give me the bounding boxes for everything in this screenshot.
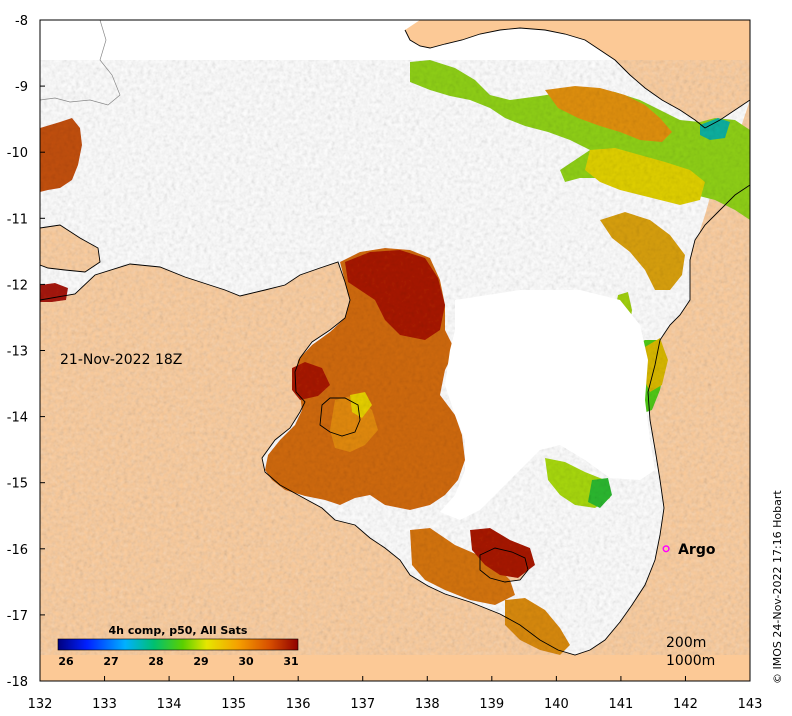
lat-tick-label: -16	[7, 543, 28, 558]
lon-tick-label: 133	[92, 697, 117, 712]
argo-float-icon[interactable]	[662, 545, 670, 553]
sst-patch-yellow-spot	[350, 392, 372, 418]
sst-patch-south-gulf-hot	[470, 528, 535, 578]
lon-tick-label: 136	[286, 697, 311, 712]
lat-tick-label: -12	[7, 278, 28, 293]
sst-patch-east-gulf-green2	[588, 478, 612, 508]
colorbar-ramp	[57, 638, 299, 651]
lon-tick-label: 137	[350, 697, 375, 712]
sst-patch-east-gulf-yellow	[640, 338, 668, 392]
lat-tick-label: -18	[7, 675, 28, 690]
latitude-axis: -8 -9 -10 -11 -12 -13 -14 -15 -16 -17 -18	[7, 14, 45, 690]
cloud-gap-gulf-center	[440, 290, 655, 520]
lon-tick-label: 132	[28, 697, 53, 712]
sst-patch-arafura-yellow	[585, 148, 705, 205]
lon-tick-label: 142	[673, 697, 698, 712]
land-tiwi	[40, 225, 100, 272]
copyright-text: © IMOS 24-Nov-2022 17:16 Hobart	[771, 490, 784, 684]
date-label: 21-Nov-2022 18Z	[60, 352, 182, 368]
sst-patch-gulf-hot-west	[292, 362, 330, 400]
lon-tick-label: 135	[221, 697, 246, 712]
lon-tick-label: 138	[415, 697, 440, 712]
lat-tick-label: -8	[15, 14, 28, 29]
sst-patch-arafura-cyan	[700, 118, 730, 140]
sst-patch-south-gulf	[410, 528, 515, 605]
contour-legend-200m: 200m	[666, 635, 706, 651]
argo-marker[interactable]: Argo	[662, 542, 716, 558]
colorbar-tick-label: 27	[103, 655, 118, 668]
lat-tick-label: -17	[7, 609, 28, 624]
colorbar-tick-label: 31	[283, 655, 298, 668]
lat-tick-label: -9	[15, 80, 28, 95]
colorbar: 4h comp, p50, All Sats 26 27 28 29 30 31	[57, 624, 299, 668]
colorbar-tick-label: 29	[193, 655, 208, 668]
lon-tick-label: 140	[544, 697, 569, 712]
lat-tick-label: -10	[7, 146, 28, 161]
colorbar-title: 4h comp, p50, All Sats	[109, 624, 248, 637]
argo-label: Argo	[678, 542, 716, 558]
sst-patch-southeast-gulf	[505, 598, 570, 655]
lon-tick-label: 141	[608, 697, 633, 712]
land-northern-territory	[40, 185, 750, 681]
land-top-right-papua	[405, 20, 750, 128]
lon-tick-label: 143	[738, 697, 763, 712]
colorbar-tick-label: 26	[58, 655, 74, 668]
colorbar-tick-label: 30	[238, 655, 254, 668]
lon-tick-label: 134	[157, 697, 182, 712]
lat-tick-label: -11	[7, 212, 28, 227]
lon-tick-label: 139	[479, 697, 504, 712]
lat-tick-label: -13	[7, 345, 28, 360]
lat-tick-label: -15	[7, 477, 28, 492]
map-plot-area	[40, 20, 750, 681]
sst-patch-arafura-orange	[545, 86, 672, 142]
sst-patch-west-cape	[600, 212, 685, 290]
sst-patch-gulf-hot-core	[345, 250, 445, 340]
colorbar-ticks: 26 27 28 29 30 31	[58, 655, 298, 668]
sst-patch-northwest	[40, 118, 82, 192]
bathymetry-contour	[40, 20, 121, 106]
coastline	[40, 27, 750, 656]
contour-legend-1000m: 1000m	[666, 653, 715, 669]
sst-patch-west-coast	[40, 283, 68, 302]
colorbar-tick-label: 28	[148, 655, 163, 668]
longitude-axis: 132 133 134 135 136 137 138 139 140 141 142 143	[28, 676, 763, 712]
lat-tick-label: -14	[7, 411, 28, 426]
